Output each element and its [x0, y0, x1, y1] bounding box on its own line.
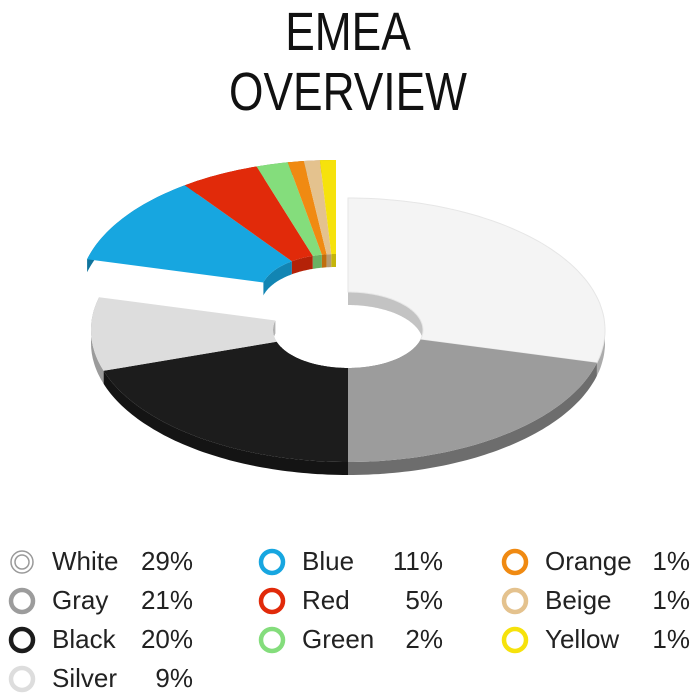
- slice-inner-side: [263, 261, 292, 296]
- slice: [303, 160, 332, 255]
- legend-swatch: [10, 550, 34, 574]
- legend-swatch: [8, 665, 36, 693]
- legend-value: 11%: [393, 546, 443, 576]
- legend-label: Green: [302, 624, 374, 654]
- slice: [103, 341, 348, 462]
- legend-label: Silver: [52, 663, 117, 693]
- slice: [347, 197, 606, 364]
- legend-swatch: [8, 587, 36, 615]
- legend-value: 2%: [405, 624, 443, 654]
- slice: [87, 185, 292, 283]
- legend-label: Gray: [52, 585, 108, 615]
- legend-value: 20%: [141, 624, 193, 654]
- slice: [256, 162, 322, 256]
- legend-value: 21%: [141, 585, 193, 615]
- legend-value: 5%: [405, 585, 443, 615]
- legend-swatch: [501, 548, 529, 576]
- slice: [184, 166, 313, 262]
- slice: [348, 339, 597, 462]
- legend-value: 1%: [652, 624, 690, 654]
- legend-value: 29%: [141, 546, 193, 576]
- legend-swatch: [8, 626, 36, 654]
- legend-swatch: [501, 587, 529, 615]
- legend-value: 9%: [155, 663, 193, 693]
- legend-label: Beige: [545, 585, 612, 615]
- legend-swatch-inner: [14, 554, 30, 570]
- slice-inner-side: [331, 254, 336, 268]
- legend-label: White: [52, 546, 118, 576]
- slices: [91, 197, 606, 475]
- chart-title: EMEA OVERVIEW: [229, 2, 467, 122]
- legend-swatch: [258, 548, 286, 576]
- legend-swatch: [501, 626, 529, 654]
- slice: [91, 297, 277, 371]
- slice-inner-side: [312, 254, 322, 269]
- slice: [287, 161, 327, 255]
- slice: [319, 160, 336, 255]
- legend-swatch: [258, 626, 286, 654]
- legend-label: Black: [52, 624, 117, 654]
- legend-value: 1%: [652, 546, 690, 576]
- legend-value: 1%: [652, 585, 690, 615]
- slice-inner-side: [321, 254, 327, 268]
- slice-inner-side: [291, 255, 313, 275]
- slice-side: [348, 362, 597, 475]
- slice-side: [103, 370, 348, 475]
- legend-swatch: [258, 587, 286, 615]
- slice-inner-side: [326, 254, 332, 268]
- legend-label: Blue: [302, 546, 354, 576]
- legend-label: Red: [302, 585, 350, 615]
- legend-label: Yellow: [545, 624, 619, 654]
- slice-inner-side: [348, 292, 423, 353]
- legend-label: Orange: [545, 546, 632, 576]
- exploded-slices: [87, 160, 336, 296]
